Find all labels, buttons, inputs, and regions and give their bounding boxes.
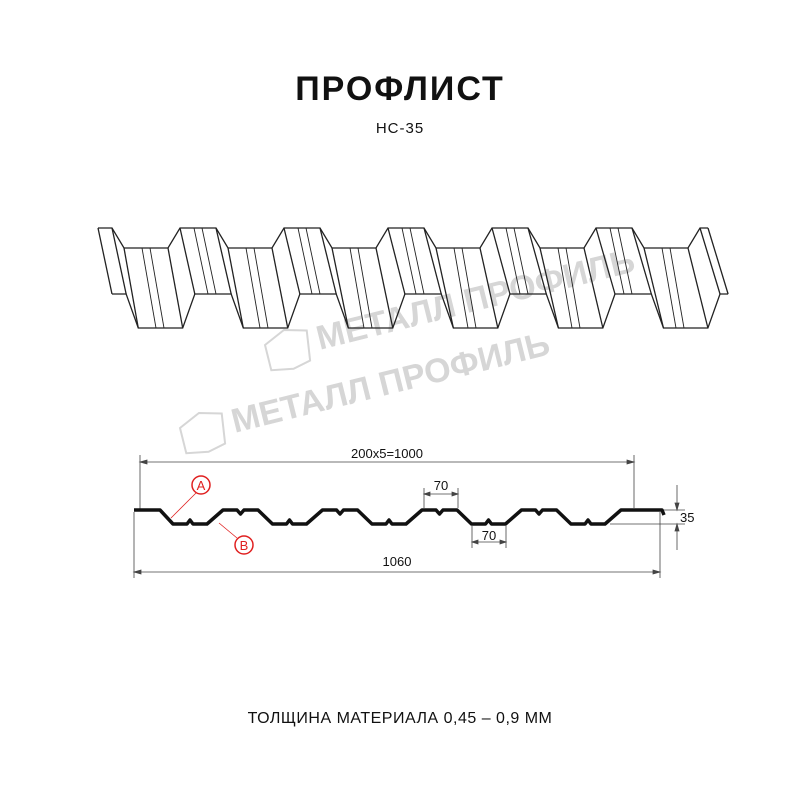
- callout-b: B: [218, 522, 254, 555]
- sheet-stiffener-line: [453, 247, 469, 329]
- sheet-rib-line: [643, 247, 665, 329]
- sheet-top-edge: [98, 227, 708, 249]
- logo-icon: [178, 411, 227, 455]
- sheet-rib-line: [179, 227, 196, 295]
- pitch-label: 200x5=1000: [351, 446, 423, 461]
- sheet-rib-line: [387, 227, 406, 295]
- sheet-rib-line: [375, 247, 394, 329]
- sheet-rib-line: [283, 227, 301, 295]
- material-thickness: ТОЛЩИНА МАТЕРИАЛА 0,45 – 0,9 ММ: [247, 710, 553, 727]
- cross-section-profile: [134, 508, 666, 526]
- sheet-rib-line: [227, 247, 244, 329]
- sheet-rib-line: [123, 247, 139, 329]
- sheet-rib-line: [435, 247, 455, 329]
- sheet-stiffener-line: [201, 227, 217, 295]
- callout-b-label: B: [240, 538, 249, 553]
- logo-icon: [263, 328, 312, 372]
- sheet-rib-line: [319, 227, 337, 295]
- sheet-rib-line: [111, 227, 127, 295]
- sheet-stiffener-line: [617, 227, 633, 295]
- sheet-stiffener-line: [141, 247, 157, 329]
- sheet-stiffener-line: [461, 247, 477, 329]
- sheet-rib-line: [479, 247, 499, 329]
- sheet-stiffener-line: [357, 247, 373, 329]
- page-title: ПРОФЛИСТ: [295, 70, 505, 108]
- total-width-label: 1060: [383, 554, 412, 569]
- top-width-label: 70: [434, 478, 448, 493]
- sheet-rib-line: [707, 227, 729, 295]
- sheet-rib-line: [423, 227, 442, 295]
- sheet-rib-line: [491, 227, 511, 295]
- sheet-stiffener-line: [609, 227, 625, 295]
- sheet-stiffener-line: [297, 227, 313, 295]
- model-subtitle: НС-35: [375, 120, 425, 137]
- sheet-stiffener-line: [513, 227, 529, 295]
- sheet-rib-line: [331, 247, 349, 329]
- sheet-rib-line: [631, 227, 652, 295]
- sheet-rib-line: [215, 227, 232, 295]
- watermark-text: МЕТАЛЛ ПРОФИЛЬ: [228, 325, 554, 441]
- sheet-stiffener-line: [253, 247, 269, 329]
- callout-a-label: A: [197, 478, 206, 493]
- sheet-rib-line: [527, 227, 547, 295]
- sheet-stiffener-line: [349, 247, 365, 329]
- height-label: 35: [680, 510, 694, 525]
- sheet-rib-line: [97, 227, 113, 295]
- callout-a: A: [170, 475, 211, 519]
- dimension-lines: [132, 455, 685, 578]
- sheet-rib-line: [583, 247, 604, 329]
- sheet-stiffener-line: [505, 227, 521, 295]
- sheet-bottom-edge: [112, 293, 729, 329]
- sheet-stiffener-line: [565, 247, 581, 329]
- bottom-width-label: 70: [482, 528, 496, 543]
- sheet-rib-line: [699, 227, 721, 295]
- sheet-3d-view: [97, 227, 729, 329]
- sheet-stiffener-line: [193, 227, 209, 295]
- sheet-rib-line: [167, 247, 184, 329]
- sheet-rib-line: [539, 247, 560, 329]
- watermark-text: МЕТАЛЛ ПРОФИЛЬ: [313, 242, 639, 358]
- sheet-stiffener-line: [245, 247, 261, 329]
- sheet-stiffener-line: [557, 247, 573, 329]
- sheet-stiffener-line: [149, 247, 165, 329]
- sheet-stiffener-line: [401, 227, 417, 295]
- sheet-rib-line: [271, 247, 289, 329]
- sheet-stiffener-line: [669, 247, 685, 329]
- sheet-stiffener-line: [305, 227, 321, 295]
- sheet-rib-line: [595, 227, 616, 295]
- sheet-rib-line: [687, 247, 709, 329]
- sheet-stiffener-line: [409, 227, 425, 295]
- sheet-stiffener-line: [661, 247, 677, 329]
